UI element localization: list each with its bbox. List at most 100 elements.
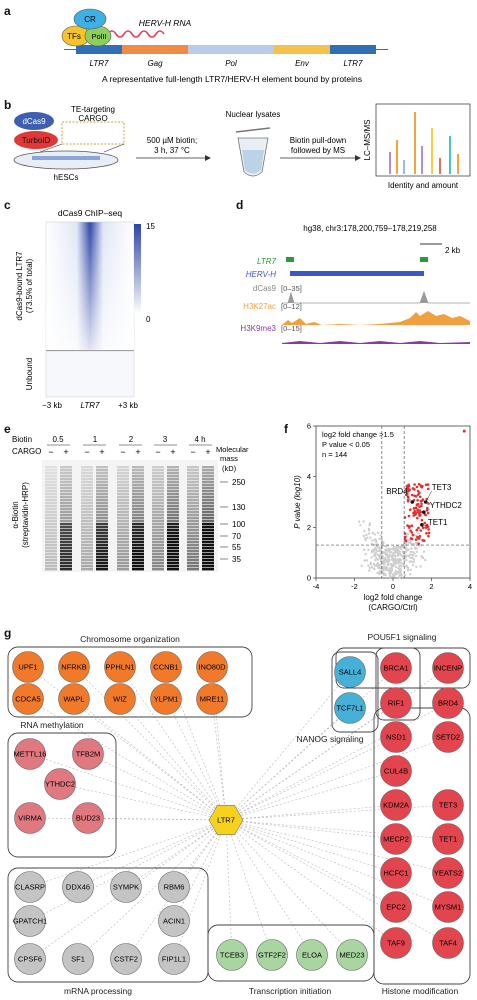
- node-med23: MED23: [336, 939, 368, 971]
- volcano-point-bg: [383, 561, 386, 564]
- heatmap-x-right: +3 kb: [118, 401, 138, 410]
- node-label: WAPL: [64, 694, 85, 703]
- volcano-point-sig: [414, 506, 418, 510]
- volcano-point-bg: [400, 565, 403, 568]
- node-clasrp: CLASRP: [14, 871, 46, 903]
- network-edge: [27, 698, 227, 821]
- volcano-highlight-label: YTHDC2: [430, 501, 463, 510]
- volcano-point-sig: [423, 539, 426, 542]
- volcano-point-bg: [367, 548, 370, 551]
- turboid-shape: [14, 131, 58, 149]
- network-edge: [225, 667, 397, 821]
- cat-pou5f1: POU5F1 signaling: [368, 632, 437, 642]
- cargo-row-label: CARGO: [12, 447, 41, 456]
- node-label: GTF2F2: [258, 950, 286, 959]
- node-tet1: TET1: [432, 823, 464, 855]
- network-edge: [173, 819, 227, 922]
- volcano-point-sig: [406, 499, 410, 503]
- lane-sign: +: [205, 447, 210, 457]
- lane-sign: −: [48, 447, 53, 457]
- volcano-point-bg: [377, 566, 381, 569]
- node-label: SETD2: [436, 732, 460, 741]
- volcano-point-bg: [399, 562, 403, 565]
- network-edge: [225, 804, 397, 821]
- volcano-point-bg: [406, 554, 409, 557]
- volcano-highlight-label: TET3: [432, 483, 452, 492]
- node-label: ACIN1: [163, 916, 185, 925]
- volcano-xtick: 2: [429, 582, 433, 591]
- heatmap-ylabel-unbound: Unbound: [25, 358, 34, 390]
- node-label: GPATCH1: [13, 916, 47, 925]
- volcano-point-bg: [401, 563, 405, 566]
- volcano-points: [357, 429, 466, 579]
- volcano-point-bg: [415, 565, 418, 568]
- volcano-highlight-label: BRD4: [386, 487, 408, 496]
- node-label: VIRMA: [18, 813, 42, 822]
- volcano-point-bg: [385, 567, 389, 570]
- volcano-point-bg: [398, 564, 401, 568]
- volcano-point-sig: [419, 499, 423, 503]
- network-edge: [225, 702, 449, 821]
- heatmap-unbound: [45, 350, 135, 398]
- volcano-point-bg: [410, 560, 413, 563]
- volcano-point-sig: [413, 483, 416, 486]
- volcano-point-bg: [371, 531, 374, 535]
- node-label: PPHLN1: [105, 662, 134, 671]
- node-ino80d: INO80D: [196, 651, 228, 683]
- node-label: YEATS2: [434, 868, 462, 877]
- marker-130: 130: [232, 503, 246, 512]
- volcano-xlabel-2: (CARGO/Ctrl): [368, 603, 418, 612]
- volcano-point-sig: [408, 508, 412, 512]
- volcano-point-sig: [408, 526, 411, 529]
- volcano-ytick: 0: [307, 574, 311, 583]
- blot-lane: [152, 466, 164, 571]
- volcano-point-bg: [369, 561, 372, 564]
- node-label: TCF7L1: [336, 703, 363, 712]
- volcano-point-bg: [415, 554, 418, 558]
- volcano-point-bg: [400, 574, 403, 577]
- volcano-point-bg: [412, 560, 415, 564]
- volcano-point-bg: [407, 568, 410, 572]
- node-label: SF1: [71, 954, 85, 963]
- blot-lane: [132, 466, 144, 571]
- volcano-point-bg: [394, 571, 397, 574]
- network-edge: [225, 819, 397, 908]
- box-histone: [373, 707, 471, 985]
- volcano-xtick: -4: [313, 582, 320, 591]
- protein-cr: [73, 8, 107, 30]
- heatmap-ylabel-1: dCas9-bound LTR7: [15, 251, 24, 321]
- volcano-point-sig: [410, 524, 414, 527]
- panel-e-blot: Biotin CARGO 0.5 1 2 3 4 h − + − + − + −…: [11, 435, 249, 572]
- volcano-point-sig: [424, 483, 428, 487]
- volcano-point-bg: [424, 558, 427, 562]
- volcano-point-bg: [411, 563, 415, 567]
- segment-ltr7-left: [76, 45, 122, 54]
- node-gtf2f2: GTF2F2: [256, 939, 288, 971]
- volcano-point-bg: [375, 557, 378, 560]
- node-tet3: TET3: [432, 789, 464, 821]
- lane-sign: −: [155, 447, 160, 457]
- volcano-point-bg: [379, 554, 382, 558]
- node-tfb2m: TFB2M: [72, 738, 104, 770]
- volcano-point-bg: [398, 552, 402, 555]
- segment-label-env: Env: [295, 59, 310, 68]
- volcano-point-bg: [388, 558, 391, 562]
- volcano-point-bg: [362, 534, 366, 538]
- volcano-point-sig: [411, 533, 415, 537]
- network-edge: [225, 819, 397, 874]
- cat-nanog: NANOG signaling: [296, 734, 363, 744]
- volcano-point-bg: [383, 544, 386, 548]
- volcano-point-bg: [409, 568, 412, 571]
- node-epc2: EPC2: [380, 891, 412, 923]
- node-label: INO80D: [198, 662, 226, 671]
- cargo-label-2: CARGO: [78, 114, 107, 123]
- volcano-point-sig: [426, 511, 430, 515]
- volcano-point-bg: [403, 574, 407, 577]
- track-hervh-label: HERV-H: [246, 270, 276, 279]
- mass-title-1: Molecular: [216, 445, 249, 454]
- time-3: 3: [163, 435, 168, 444]
- track-h3k27ac-label: H3K27ac: [243, 302, 276, 311]
- volcano-point-sig: [404, 535, 407, 539]
- network-edge: [225, 819, 353, 956]
- blot-ylabel-2: (streptavidin-HRP): [21, 482, 30, 548]
